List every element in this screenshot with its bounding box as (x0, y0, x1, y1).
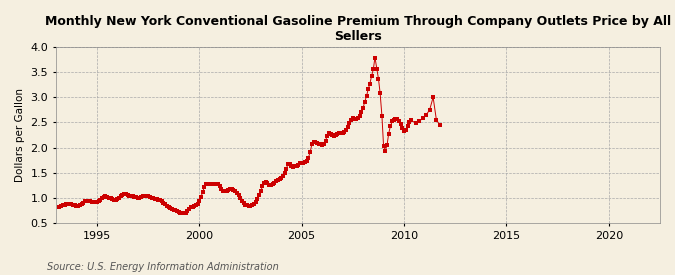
Text: Source: U.S. Energy Information Administration: Source: U.S. Energy Information Administ… (47, 262, 279, 272)
Title: Monthly New York Conventional Gasoline Premium Through Company Outlets Price by : Monthly New York Conventional Gasoline P… (45, 15, 671, 43)
Y-axis label: Dollars per Gallon: Dollars per Gallon (15, 88, 25, 182)
